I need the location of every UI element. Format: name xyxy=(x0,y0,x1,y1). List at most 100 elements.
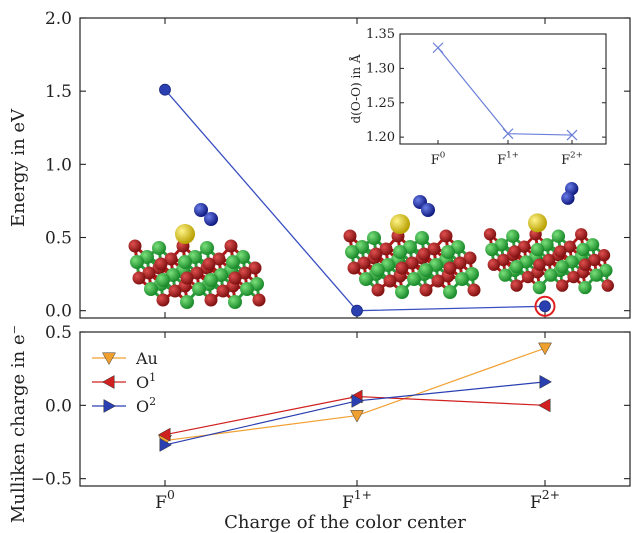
inset-x-tick-label: F2+ xyxy=(561,151,583,168)
energy-y-ticks: 0.0 0.5 1.0 1.5 2.0 xyxy=(45,9,630,322)
magnesium-atom xyxy=(345,245,359,259)
series-marker xyxy=(157,427,171,442)
inset-y-label: d(O-O) in Å xyxy=(348,54,363,123)
oxygen-atom xyxy=(347,261,361,275)
magnesium-atom xyxy=(130,255,144,269)
magnesium-atom xyxy=(485,242,499,257)
magnesium-atom xyxy=(419,263,433,277)
oxygen-atom xyxy=(597,249,611,262)
oxygen-atom xyxy=(567,270,580,284)
oxygen-atom xyxy=(487,258,500,271)
magnesium-atom xyxy=(530,242,545,257)
legend: Au O1 O2 xyxy=(92,349,158,416)
oxygen-atom xyxy=(190,266,204,280)
oxygen-atom xyxy=(154,257,168,271)
magnesium-atom xyxy=(393,245,407,259)
energy-plot-frame xyxy=(79,17,631,319)
highlight-ring xyxy=(534,295,556,317)
magnesium-atom xyxy=(506,229,520,243)
legend-label: Au xyxy=(135,349,158,368)
magnesium-atom xyxy=(509,259,524,274)
oxygen-atom xyxy=(369,247,383,261)
oxygen-atom xyxy=(510,279,523,292)
surface-structure xyxy=(343,195,481,299)
inset-y-tick-label: 1.30 xyxy=(366,61,395,76)
oxygen-atom xyxy=(443,261,457,275)
oxygen-atom xyxy=(156,293,170,307)
surface-structure-images xyxy=(128,182,614,309)
magnesium-atom xyxy=(578,280,592,295)
y-tick-label: −0.5 xyxy=(31,470,72,490)
oxygen-atom xyxy=(228,271,242,285)
oxygen-atom xyxy=(601,279,614,292)
magnesium-atom xyxy=(441,245,455,259)
oxygen-atom xyxy=(427,242,441,256)
legend-label: O1 xyxy=(136,371,156,392)
magnesium-atom xyxy=(152,241,166,255)
oxygen-atom xyxy=(216,284,230,298)
oxygen-atom xyxy=(224,239,238,253)
oxygen-atom xyxy=(164,252,178,266)
mulliken-series xyxy=(157,342,553,452)
oxygen-atom xyxy=(128,239,142,253)
magnesium-atom xyxy=(455,272,469,286)
y-tick-label: 2.0 xyxy=(45,9,72,29)
legend-marker xyxy=(103,399,117,413)
oxygen-atom xyxy=(168,284,182,298)
inset-x-marker xyxy=(502,128,514,140)
mulliken-y-ticks: −0.5 0.0 0.5 xyxy=(31,323,630,490)
magnesium-atom xyxy=(144,282,158,296)
inset-y-tick-label: 1.25 xyxy=(366,96,395,111)
y-tick-label: 0.0 xyxy=(45,302,72,322)
surface-structure xyxy=(483,182,614,295)
oxygen-atom xyxy=(132,271,146,285)
energy-series xyxy=(159,83,556,317)
oxygen-atom xyxy=(521,270,535,284)
x-tick-label: F1+ xyxy=(342,487,372,513)
energy-point xyxy=(539,300,551,313)
oxygen-atom xyxy=(180,271,194,285)
oxygen-atom xyxy=(578,258,592,271)
energy-point xyxy=(159,83,171,96)
x-ticks: F0 F1+ F2+ xyxy=(155,18,560,513)
magnesium-atom xyxy=(371,263,385,277)
magnesium-atom xyxy=(395,285,409,299)
magnesium-atom xyxy=(228,295,242,309)
inset-frame xyxy=(399,33,607,145)
oxygen-atom xyxy=(202,257,216,271)
magnesium-atom xyxy=(359,272,373,286)
magnesium-atom xyxy=(589,268,604,282)
oxygen-atom xyxy=(371,283,385,297)
oxygen-atom xyxy=(556,279,569,292)
inset-y-tick-label: 1.35 xyxy=(366,27,395,42)
inset-x-tick-label: F0 xyxy=(431,151,446,168)
magnesium-atom xyxy=(498,268,512,282)
series-marker xyxy=(159,438,173,452)
oxygen-atom xyxy=(563,240,576,253)
legend-marker xyxy=(101,375,115,389)
magnesium-atom xyxy=(192,282,206,296)
magnesium-atom xyxy=(240,282,254,296)
inset-x-tick-label: F1+ xyxy=(497,151,519,168)
surface-structure xyxy=(128,203,266,309)
magnesium-atom xyxy=(200,241,214,255)
gold-atom xyxy=(528,213,547,233)
oxygen-atom xyxy=(204,293,218,307)
magnesium-atom xyxy=(443,285,457,299)
oxygen-atom xyxy=(463,251,477,265)
oxygen-atom xyxy=(395,261,409,275)
oxygen-atom xyxy=(575,228,588,241)
oxygen-atom xyxy=(542,253,556,267)
oxygen-atom xyxy=(439,229,453,243)
oxygen-atom xyxy=(379,242,393,256)
oxygen-atom xyxy=(453,256,467,270)
oxygen-atom xyxy=(533,258,546,271)
y-tick-label: 0.5 xyxy=(45,323,72,343)
x-axis-label: Charge of the color center xyxy=(224,512,466,533)
series-marker xyxy=(539,374,553,389)
series-marker xyxy=(538,342,552,356)
gold-atom xyxy=(175,224,195,244)
magnesium-atom xyxy=(576,242,590,257)
x-tick-label: F2+ xyxy=(530,487,560,513)
oxygen-atom xyxy=(483,228,497,241)
